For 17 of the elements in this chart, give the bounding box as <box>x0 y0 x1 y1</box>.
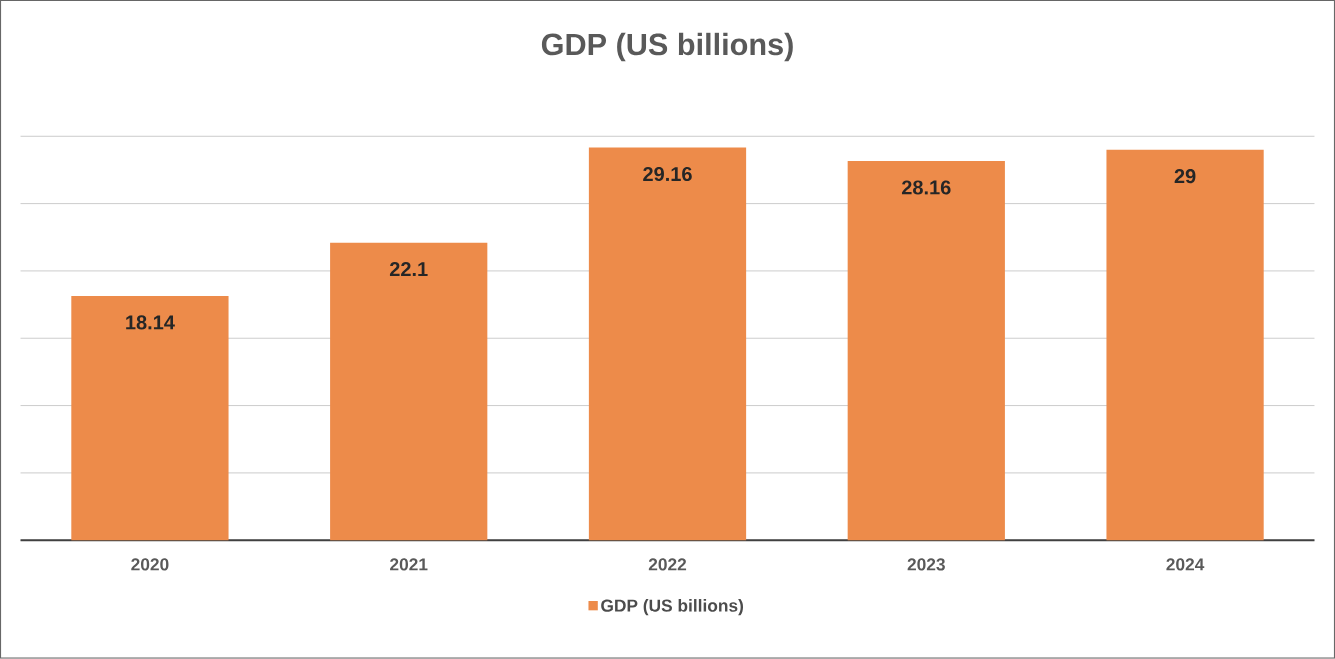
bar <box>330 242 488 541</box>
bar <box>1106 149 1264 541</box>
x-tick-label: 2021 <box>390 558 428 571</box>
x-tick-label: 2023 <box>907 558 945 571</box>
bar <box>71 296 229 541</box>
data-label: 22.1 <box>389 262 428 277</box>
data-label: 18.14 <box>126 315 175 330</box>
legend-label: GDP (US billions) <box>601 599 744 616</box>
bar <box>847 161 1005 541</box>
x-tick-label: 2022 <box>648 558 687 571</box>
x-tick-label: 2024 <box>1166 558 1205 571</box>
data-label: 29.16 <box>643 167 692 182</box>
x-tick-label: 2020 <box>131 558 169 571</box>
chart-title: GDP (US billions) <box>541 32 793 62</box>
data-label: 29 <box>1174 169 1196 184</box>
bar <box>588 147 747 541</box>
data-label: 28.16 <box>901 180 951 195</box>
